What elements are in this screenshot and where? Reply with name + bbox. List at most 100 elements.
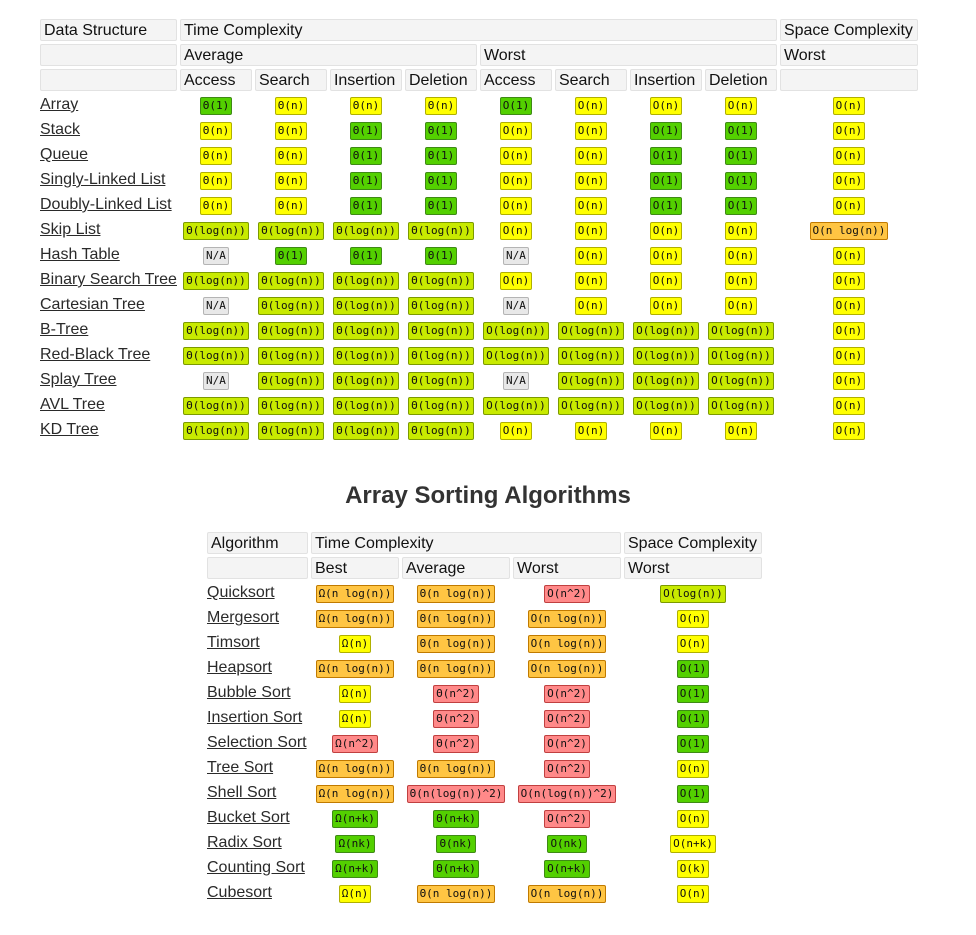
table-row: B-Tree Θ(log(n)) Θ(log(n)) Θ(log(n)) Θ(log(n… bbox=[40, 319, 918, 341]
complexity-cell-space-worst: O(n) bbox=[780, 394, 918, 416]
link-avl-tree[interactable]: AVL Tree bbox=[40, 396, 105, 413]
complexity-cell-average: Θ(n^2) bbox=[402, 732, 510, 754]
complexity-cell-average: Θ(n^2) bbox=[402, 682, 510, 704]
complexity-cell-best: Ω(nk) bbox=[311, 832, 399, 854]
sorting-algorithms-body: Quicksort Ω(n log(n)) Θ(n log(n)) O(n^2) O(l… bbox=[207, 582, 762, 904]
complexity-badge: Θ(1) bbox=[424, 146, 458, 165]
link-selection-sort[interactable]: Selection Sort bbox=[207, 734, 307, 751]
link-red-black-tree[interactable]: Red-Black Tree bbox=[40, 346, 151, 363]
link-tree-sort[interactable]: Tree Sort bbox=[207, 759, 274, 776]
complexity-cell-average: Θ(n+k) bbox=[402, 857, 510, 879]
link-singly-linked-list[interactable]: Singly-Linked List bbox=[40, 171, 166, 188]
complexity-cell-worst-deletion: O(n) bbox=[705, 244, 777, 266]
complexity-cell-space-worst: O(n) bbox=[780, 419, 918, 441]
complexity-cell-worst: O(n^2) bbox=[513, 807, 621, 829]
link-skip-list[interactable]: Skip List bbox=[40, 221, 101, 238]
table-row: Skip List Θ(log(n)) Θ(log(n)) Θ(log(n)) Θ(lo… bbox=[40, 219, 918, 241]
link-mergesort[interactable]: Mergesort bbox=[207, 609, 280, 626]
table-row: AVL Tree Θ(log(n)) Θ(log(n)) Θ(log(n)) Θ(log… bbox=[40, 394, 918, 416]
complexity-cell-avg-search: Θ(log(n)) bbox=[255, 419, 327, 441]
link-kd-tree[interactable]: KD Tree bbox=[40, 421, 99, 438]
complexity-badge: Θ(log(n)) bbox=[333, 271, 399, 290]
link-insertion-sort[interactable]: Insertion Sort bbox=[207, 709, 303, 726]
link-cartesian-tree[interactable]: Cartesian Tree bbox=[40, 296, 145, 313]
complexity-cell-best: Ω(n^2) bbox=[311, 732, 399, 754]
complexity-badge: Ω(n) bbox=[338, 884, 372, 903]
complexity-badge: O(n) bbox=[676, 609, 710, 628]
complexity-badge: Θ(log(n)) bbox=[183, 321, 249, 340]
table-row: Quicksort Ω(n log(n)) Θ(n log(n)) O(n^2) O(l… bbox=[207, 582, 762, 604]
table-row: Binary Search Tree Θ(log(n)) Θ(log(n)) Θ(lo… bbox=[40, 269, 918, 291]
complexity-badge: O(n) bbox=[832, 246, 866, 265]
link-binary-search-tree[interactable]: Binary Search Tree bbox=[40, 271, 177, 288]
complexity-cell-avg-search: Θ(log(n)) bbox=[255, 294, 327, 316]
header-space-complexity: Space Complexity bbox=[779, 19, 918, 41]
complexity-cell-worst-insertion: O(n) bbox=[630, 269, 702, 291]
complexity-cell-best: Ω(n) bbox=[311, 632, 399, 654]
complexity-cell-best: Ω(n) bbox=[311, 682, 399, 704]
complexity-badge: O(n) bbox=[676, 634, 710, 653]
link-stack[interactable]: Stack bbox=[40, 121, 81, 138]
complexity-cell-avg-access: Θ(n) bbox=[180, 119, 252, 141]
complexity-badge: Θ(log(n)) bbox=[408, 271, 474, 290]
complexity-cell-space-worst: O(1) bbox=[624, 782, 762, 804]
header-worst: Worst bbox=[513, 557, 621, 579]
link-b-tree[interactable]: B-Tree bbox=[40, 321, 89, 338]
complexity-badge: O(log(n)) bbox=[483, 346, 549, 365]
header-time-complexity: Time Complexity bbox=[179, 19, 777, 41]
header-avg-search: Search bbox=[254, 69, 327, 91]
link-bucket-sort[interactable]: Bucket Sort bbox=[207, 809, 290, 826]
complexity-badge: Θ(log(n)) bbox=[408, 371, 474, 390]
complexity-cell-avg-access: Θ(n) bbox=[180, 144, 252, 166]
link-radix-sort[interactable]: Radix Sort bbox=[207, 834, 282, 851]
complexity-badge: O(n log(n)) bbox=[527, 609, 607, 628]
complexity-badge: Ω(n+k) bbox=[332, 809, 378, 828]
link-array[interactable]: Array bbox=[40, 96, 79, 113]
complexity-cell-worst-insertion: O(n) bbox=[630, 219, 702, 241]
complexity-cell-average: Θ(n log(n)) bbox=[402, 607, 510, 629]
row-name-cell: Bubble Sort bbox=[207, 682, 308, 704]
complexity-badge: O(n^2) bbox=[544, 684, 590, 703]
complexity-cell-avg-deletion: Θ(log(n)) bbox=[405, 269, 477, 291]
complexity-badge: N/A bbox=[503, 371, 529, 390]
link-quicksort[interactable]: Quicksort bbox=[207, 584, 275, 601]
complexity-badge: O(n) bbox=[499, 421, 533, 440]
row-name-cell: Binary Search Tree bbox=[40, 269, 177, 291]
complexity-badge: O(log(n)) bbox=[633, 321, 699, 340]
complexity-badge: O(n^2) bbox=[544, 759, 590, 778]
complexity-badge: Θ(log(n)) bbox=[258, 371, 324, 390]
row-name-cell: AVL Tree bbox=[40, 394, 177, 416]
complexity-cell-avg-insertion: Θ(log(n)) bbox=[330, 394, 402, 416]
header-empty bbox=[207, 557, 308, 579]
complexity-cell-worst-deletion: O(1) bbox=[705, 169, 777, 191]
complexity-badge: O(n) bbox=[676, 884, 710, 903]
complexity-cell-worst-insertion: O(log(n)) bbox=[630, 369, 702, 391]
complexity-badge: O(n) bbox=[832, 321, 866, 340]
complexity-badge: O(n) bbox=[724, 221, 758, 240]
link-queue[interactable]: Queue bbox=[40, 146, 89, 163]
complexity-cell-worst-deletion: O(n) bbox=[705, 269, 777, 291]
complexity-badge: O(n) bbox=[499, 146, 533, 165]
complexity-badge: O(log(n)) bbox=[633, 396, 699, 415]
link-cubesort[interactable]: Cubesort bbox=[207, 884, 272, 901]
table-row: Shell Sort Ω(n log(n)) Θ(n(log(n))^2) O(n(l… bbox=[207, 782, 762, 804]
complexity-badge: Θ(n) bbox=[199, 146, 233, 165]
link-doubly-linked-list[interactable]: Doubly-Linked List bbox=[40, 196, 172, 213]
link-bubble-sort[interactable]: Bubble Sort bbox=[207, 684, 291, 701]
link-counting-sort[interactable]: Counting Sort bbox=[207, 859, 305, 876]
link-heapsort[interactable]: Heapsort bbox=[207, 659, 272, 676]
complexity-cell-avg-search: Θ(1) bbox=[255, 244, 327, 266]
complexity-cell-worst-access: N/A bbox=[480, 369, 552, 391]
link-splay-tree[interactable]: Splay Tree bbox=[40, 371, 117, 388]
complexity-cell-worst-search: O(n) bbox=[555, 144, 627, 166]
complexity-cell-avg-deletion: Θ(1) bbox=[405, 194, 477, 216]
complexity-badge: O(1) bbox=[676, 684, 710, 703]
complexity-badge: Θ(n log(n)) bbox=[416, 659, 496, 678]
row-name-cell: Timsort bbox=[207, 632, 308, 654]
link-shell-sort[interactable]: Shell Sort bbox=[207, 784, 277, 801]
complexity-badge: O(n) bbox=[832, 196, 866, 215]
complexity-cell-worst-insertion: O(1) bbox=[630, 119, 702, 141]
table-row: Cubesort Ω(n) Θ(n log(n)) O(n log(n)) O(n) bbox=[207, 882, 762, 904]
link-hash-table[interactable]: Hash Table bbox=[40, 246, 120, 263]
link-timsort[interactable]: Timsort bbox=[207, 634, 260, 651]
